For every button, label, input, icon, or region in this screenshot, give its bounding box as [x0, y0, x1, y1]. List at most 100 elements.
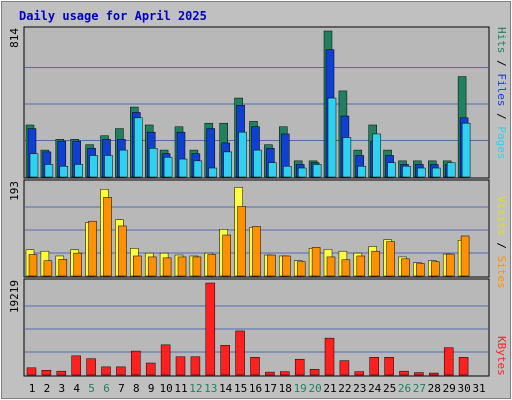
- x-label-day-10: 10: [159, 382, 172, 395]
- bar-kbytes-day-13: [205, 282, 216, 376]
- bar-kbytes-day-15: [235, 330, 245, 376]
- legend-bottom: KBytes: [495, 336, 508, 376]
- bar-kbytes-day-4: [71, 355, 81, 376]
- bar-kbytes-day-18: [280, 371, 290, 376]
- bar-kbytes-day-25: [384, 357, 394, 376]
- bar-kbytes-day-27: [414, 372, 424, 376]
- bar-pages-day-28: [432, 167, 441, 178]
- bar-kbytes-day-23: [354, 371, 365, 376]
- bar-sites-day-7: [118, 225, 127, 277]
- bar-kbytes-day-29: [443, 347, 454, 376]
- legend-middle: Visits / Sites: [495, 196, 508, 289]
- legend-kbytes: KBytes: [495, 336, 508, 376]
- x-label-day-20: 20: [308, 382, 321, 395]
- bar-sites-day-15: [237, 206, 246, 277]
- x-label-day-8: 8: [133, 382, 140, 395]
- bar-pages-day-6: [104, 155, 113, 178]
- bar-pages-day-12: [193, 160, 203, 178]
- bar-sites-day-29: [445, 253, 455, 277]
- x-label-day-22: 22: [338, 382, 351, 395]
- bar-sites-day-22: [341, 259, 351, 277]
- bar-sites-day-9: [147, 256, 157, 277]
- bar-pages-day-11: [178, 158, 188, 178]
- x-label-day-16: 16: [249, 382, 262, 395]
- bar-sites-day-24: [371, 250, 380, 277]
- bar-sites-day-5: [88, 220, 97, 277]
- bar-pages-day-21: [327, 97, 337, 178]
- ymax-label-top: 814: [8, 28, 21, 48]
- x-label-day-27: 27: [413, 382, 426, 395]
- x-axis-day-labels: 1 2 3 4 5 6 7 8 9 10 11 12 13 14 15 16 17 18 19 20 21 22 23 24 2…: [29, 382, 486, 395]
- x-label-day-5: 5: [88, 382, 95, 395]
- bar-pages-day-30: [461, 122, 471, 178]
- bar-sites-day-1: [28, 254, 38, 277]
- x-label-day-6: 6: [103, 382, 110, 395]
- bar-sites-day-2: [43, 260, 53, 277]
- bar-kbytes-day-26: [399, 370, 409, 376]
- x-label-day-3: 3: [58, 382, 65, 395]
- bar-kbytes-day-10: [160, 344, 171, 376]
- bar-sites-day-20: [311, 247, 321, 277]
- bar-sites-day-30: [460, 235, 470, 277]
- x-label-day-17: 17: [264, 382, 277, 395]
- bar-sites-day-19: [296, 261, 306, 277]
- bar-pages-day-24: [372, 133, 381, 178]
- x-label-day-30: 30: [457, 382, 470, 395]
- bar-pages-day-4: [74, 164, 83, 178]
- ymax-label-bottom: 19219: [8, 280, 21, 313]
- bar-pages-day-22: [342, 137, 352, 178]
- bar-kbytes-day-28: [429, 372, 439, 376]
- bar-pages-day-9: [148, 148, 158, 178]
- bar-kbytes-day-17: [265, 371, 275, 376]
- ymax-label-middle: 193: [8, 181, 21, 201]
- x-label-day-13: 13: [204, 382, 217, 395]
- bar-kbytes-day-20: [309, 369, 320, 376]
- bar-sites-day-13: [207, 254, 217, 277]
- bar-kbytes-day-2: [41, 369, 52, 376]
- bar-sites-day-17: [267, 254, 276, 277]
- bar-pages-day-17: [268, 162, 277, 178]
- bar-kbytes-day-6: [101, 366, 111, 376]
- x-label-day-12: 12: [189, 382, 202, 395]
- bar-pages-day-7: [119, 149, 128, 178]
- bar-kbytes-day-11: [175, 356, 186, 376]
- x-label-day-18: 18: [279, 382, 292, 395]
- bar-pages-day-18: [283, 165, 292, 178]
- bar-kbytes-day-21: [324, 337, 335, 376]
- bar-sites-day-6: [103, 197, 112, 277]
- x-label-day-11: 11: [174, 382, 187, 395]
- bar-kbytes-day-1: [26, 367, 37, 376]
- bars-visits-sites: [25, 187, 488, 277]
- bar-sites-day-28: [431, 261, 440, 277]
- legend-files: Files: [495, 73, 508, 106]
- bar-pages-day-3: [59, 165, 69, 178]
- bar-pages-day-2: [44, 164, 54, 178]
- bar-sites-day-26: [401, 258, 410, 277]
- bar-kbytes-day-14: [220, 345, 230, 376]
- bar-pages-day-10: [163, 157, 173, 178]
- x-label-day-23: 23: [353, 382, 366, 395]
- bar-sites-day-21: [326, 256, 336, 277]
- x-label-day-2: 2: [44, 382, 51, 395]
- x-label-day-4: 4: [73, 382, 80, 395]
- bar-kbytes-day-3: [56, 370, 67, 376]
- x-label-day-31: 31: [472, 382, 485, 395]
- bar-pages-day-15: [238, 131, 247, 178]
- bar-sites-day-14: [222, 234, 231, 277]
- bar-kbytes-day-8: [131, 350, 141, 376]
- bar-sites-day-27: [416, 263, 425, 277]
- bar-pages-day-20: [312, 164, 322, 178]
- x-label-day-21: 21: [323, 382, 336, 395]
- bar-kbytes-day-22: [339, 360, 350, 376]
- bar-sites-day-8: [133, 255, 142, 277]
- chart-title: Daily usage for April 2025: [19, 9, 207, 23]
- bar-kbytes-day-30: [458, 357, 469, 376]
- bar-sites-day-3: [58, 259, 68, 277]
- bar-pages-day-29: [446, 162, 456, 178]
- bar-kbytes-day-24: [369, 357, 379, 376]
- bar-pages-day-27: [417, 167, 426, 178]
- x-label-day-24: 24: [368, 382, 382, 395]
- bar-pages-day-14: [223, 151, 232, 178]
